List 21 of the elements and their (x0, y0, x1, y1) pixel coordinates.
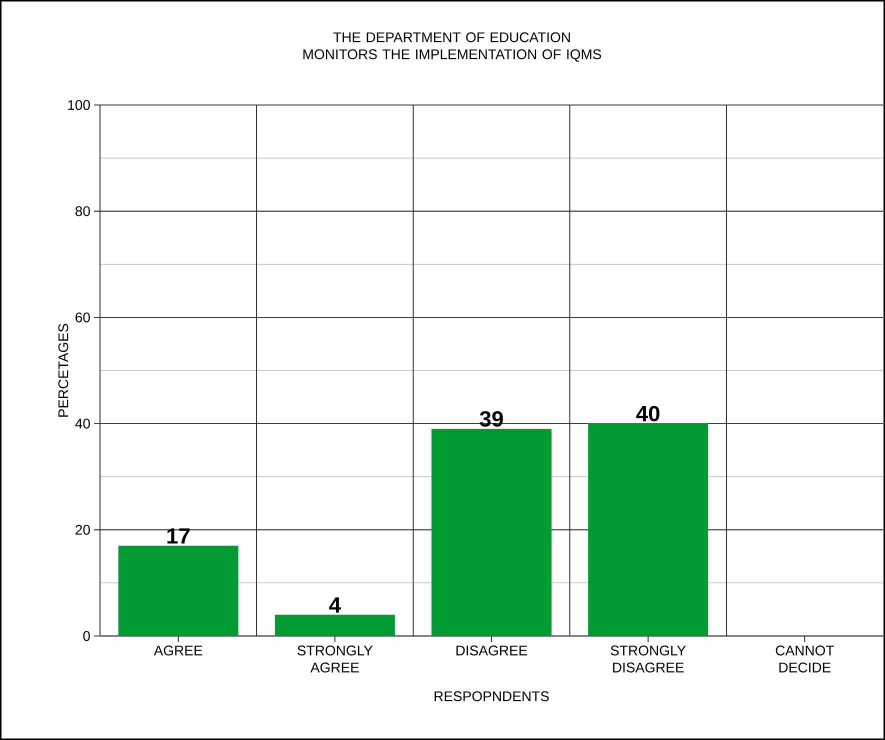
bar (432, 428, 552, 636)
bar (118, 546, 238, 636)
bar (274, 614, 395, 636)
data-label: 40 (636, 406, 660, 422)
x-tick-label: DISAGREE (456, 646, 528, 656)
y-tick-label: 0 (83, 631, 90, 641)
x-tick-label: CANNOT DECIDE (776, 646, 834, 672)
data-label: 4 (329, 597, 341, 613)
y-tick-label: 60 (76, 312, 90, 322)
chart-title: THE DEPARTMENT OF EDUCATION MONITORS THE IMPLEMENTATION OF IQMS (303, 32, 602, 62)
bar (588, 424, 708, 636)
x-tick-label: AGREE (154, 646, 202, 656)
x-axis-title: RESPOPNDENTS (434, 691, 549, 702)
y-tick-label: 40 (75, 418, 90, 429)
y-axis-title: PERCETAGES (58, 324, 68, 417)
x-tick-label: STRONGLY DISAGREE (610, 646, 686, 672)
y-tick-label: 20 (76, 524, 90, 535)
x-tick-label: STRONGLY AGREE (298, 646, 373, 672)
y-tick-label: 80 (76, 206, 90, 216)
data-label: 39 (480, 411, 503, 427)
y-tick-label: 100 (68, 100, 90, 110)
